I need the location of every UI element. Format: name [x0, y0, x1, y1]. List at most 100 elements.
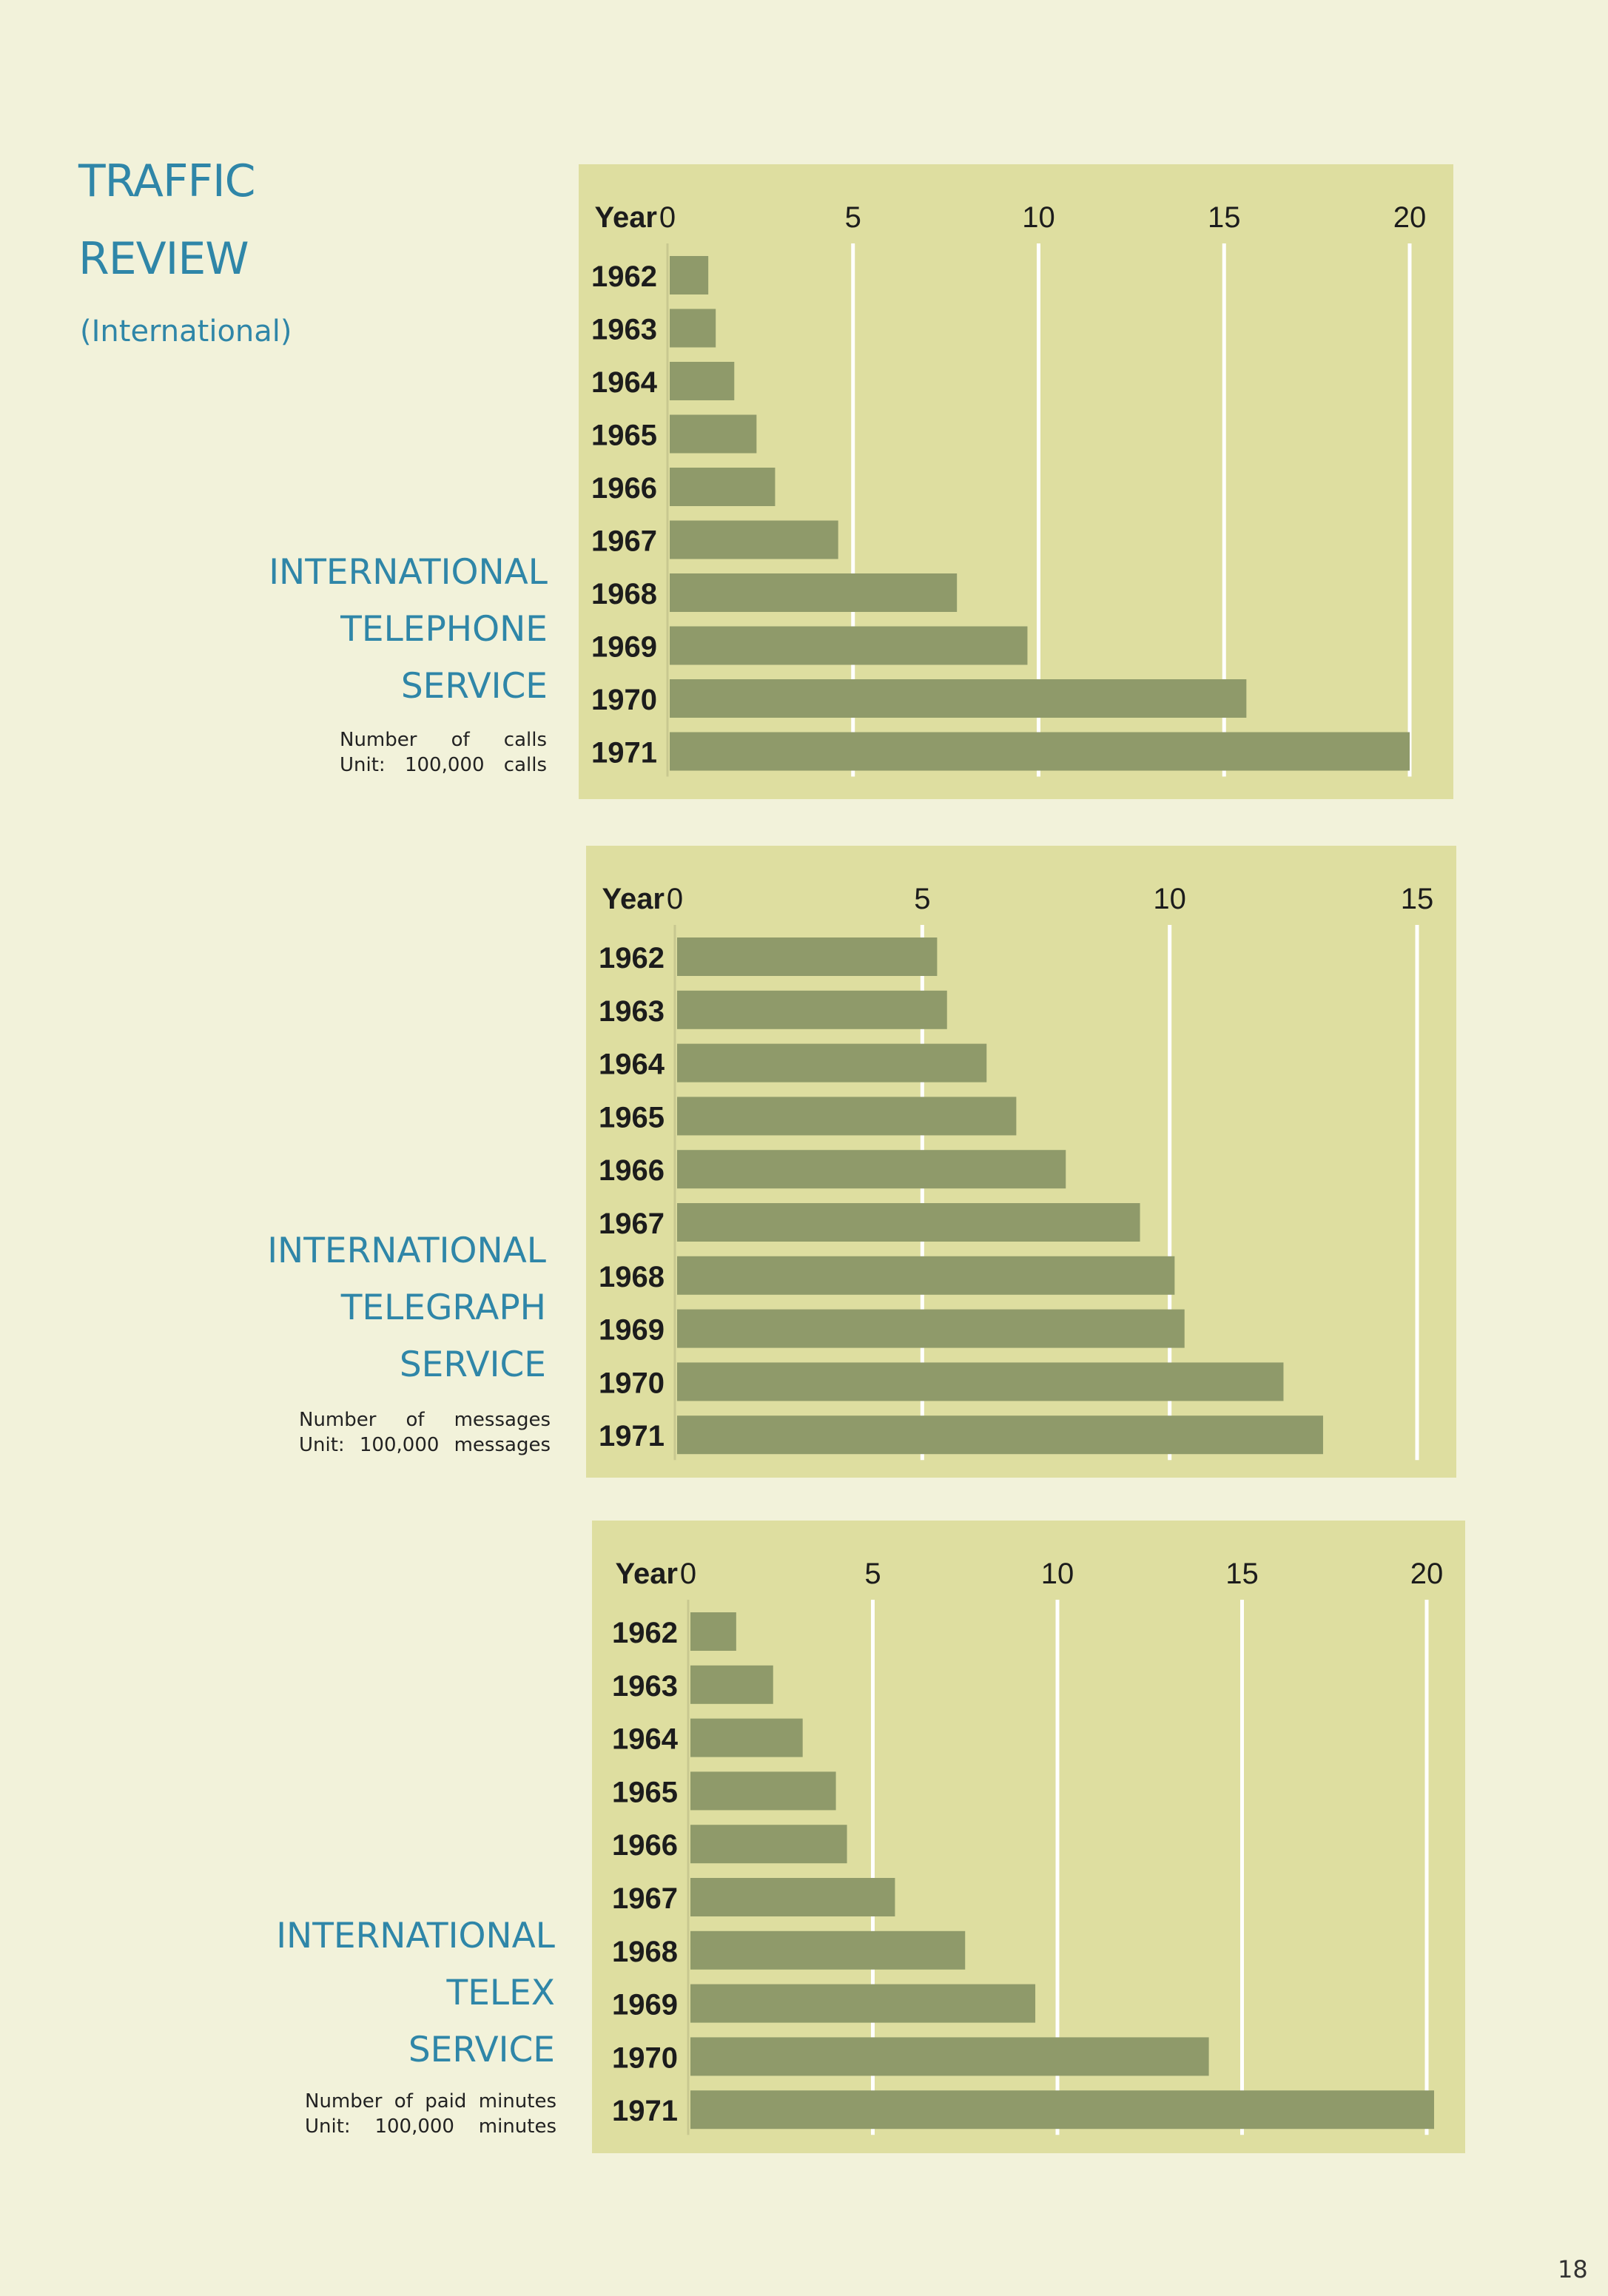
bar-1966 [690, 1825, 847, 1864]
x-tick-label: 0 [659, 201, 676, 234]
bar-1967 [670, 520, 838, 559]
note-unit: Unit: 100,000 calls [340, 754, 547, 776]
category-label: 1965 [591, 420, 657, 452]
x-tick-label: 10 [1041, 1558, 1074, 1590]
x-tick-label: 15 [1401, 883, 1434, 915]
telex-note: Number of paid minutes Unit: 100,000 min… [305, 2089, 556, 2139]
category-label: 1964 [612, 1723, 679, 1756]
category-label: 1970 [591, 684, 657, 716]
note-label: Number of calls [340, 729, 547, 751]
category-label: 1963 [612, 1670, 678, 1703]
x-tick-label: 15 [1208, 201, 1241, 234]
x-tick-label: 5 [864, 1558, 881, 1590]
telegraph-note: Number of messages Unit: 100,000 message… [299, 1407, 551, 1458]
bar-1967 [677, 1203, 1140, 1242]
bar-1962 [690, 1612, 736, 1651]
category-label: 1965 [612, 1776, 678, 1808]
category-label: 1971 [591, 737, 657, 770]
category-label: 1964 [599, 1048, 665, 1081]
page-title-line2: REVIEW [78, 233, 249, 285]
bar-1971 [670, 732, 1410, 771]
category-label: 1966 [612, 1829, 678, 1862]
x-tick-label: 0 [680, 1558, 696, 1590]
category-label: 1963 [591, 314, 657, 346]
category-label: 1968 [599, 1261, 665, 1293]
category-label: 1967 [612, 1882, 678, 1915]
category-label: 1962 [599, 942, 665, 974]
bar-1970 [677, 1362, 1284, 1401]
category-label: 1971 [612, 2095, 678, 2127]
category-label: 1965 [599, 1101, 665, 1134]
bar-1966 [677, 1150, 1066, 1189]
category-label: 1969 [599, 1314, 665, 1347]
y-axis-title: Year [615, 1558, 678, 1590]
category-label: 1962 [612, 1617, 678, 1649]
x-tick-label: 5 [845, 201, 861, 234]
bar-1966 [670, 468, 776, 506]
category-label: 1967 [591, 525, 657, 558]
telephone-note: Number of calls Unit: 100,000 calls [340, 727, 547, 778]
bar-1964 [690, 1718, 803, 1757]
service-line2: TELEGRAPH [340, 1287, 546, 1328]
service-line2: TELEPHONE [340, 609, 548, 650]
category-label: 1969 [612, 1989, 678, 2021]
bar-1969 [670, 626, 1028, 665]
x-tick-label: 20 [1410, 1558, 1444, 1590]
telephone-chart-panel: Year 0 5 10 15 20 1962 1963 1964 1965 1966 1967 1968… [579, 164, 1453, 799]
telex-chart-panel: Year 0 5 10 15 20 1962 1963 1964 1965 1966 1967 1968… [592, 1521, 1465, 2153]
service-line1: INTERNATIONAL [267, 1231, 546, 1271]
category-label: 1970 [612, 2041, 678, 2074]
category-label: 1968 [612, 1936, 678, 1968]
service-line3: SERVICE [399, 1344, 546, 1385]
category-label: 1966 [591, 472, 657, 505]
telex-service-label: INTERNATIONAL TELEX SERVICE [37, 1908, 555, 2078]
page-title-line1: TRAFFIC [78, 155, 256, 207]
note-label: Number of messages [299, 1409, 551, 1431]
bar-1964 [670, 362, 735, 400]
bar-1963 [670, 309, 716, 348]
service-line3: SERVICE [408, 2030, 555, 2070]
bar-1965 [690, 1771, 836, 1811]
service-line2: TELEX [446, 1973, 556, 2013]
service-line1: INTERNATIONAL [276, 1916, 555, 1956]
category-label: 1970 [599, 1367, 665, 1399]
bar-1969 [690, 1984, 1036, 2023]
telegraph-chart-panel: Year 0 5 10 15 1962 1963 1964 1965 1966 1967 1968 19… [586, 846, 1456, 1478]
telegraph-service-label: INTERNATIONAL TELEGRAPH SERVICE [28, 1222, 546, 1393]
x-tick-label: 0 [667, 883, 683, 915]
bar-1964 [677, 1043, 987, 1083]
category-label: 1964 [591, 366, 658, 399]
bar-1971 [677, 1415, 1323, 1455]
y-axis-title: Year [594, 201, 657, 234]
category-label: 1963 [599, 995, 665, 1028]
bar-1970 [670, 679, 1247, 718]
x-tick-label: 10 [1022, 201, 1055, 234]
category-label: 1966 [599, 1154, 665, 1187]
note-unit: Unit: 100,000 messages [299, 1434, 551, 1456]
category-label: 1962 [591, 260, 657, 293]
bar-1965 [670, 414, 757, 454]
bar-1968 [690, 1930, 966, 1970]
bar-1963 [677, 990, 947, 1029]
category-label: 1967 [599, 1208, 665, 1240]
x-tick-label: 15 [1225, 1558, 1259, 1590]
bar-1968 [677, 1256, 1175, 1295]
x-tick-label: 20 [1393, 201, 1427, 234]
bar-1962 [677, 937, 938, 976]
category-label: 1969 [591, 631, 657, 664]
page-number: 18 [1558, 2255, 1588, 2283]
note-unit: Unit: 100,000 minutes [305, 2115, 556, 2138]
note-label: Number of paid minutes [305, 2090, 556, 2112]
bar-1968 [670, 573, 958, 612]
telegraph-chart: Year 0 5 10 15 1962 1963 1964 1965 1966 1967 1968 19… [599, 883, 1434, 1461]
bar-1962 [670, 256, 709, 294]
category-label: 1968 [591, 578, 657, 610]
x-tick-label: 5 [914, 883, 930, 915]
bar-1963 [690, 1665, 773, 1704]
bar-1969 [677, 1309, 1185, 1348]
bar-1971 [690, 2090, 1434, 2130]
page-subtitle: (International) [80, 314, 292, 349]
telex-chart: Year 0 5 10 15 20 1962 1963 1964 1965 1966 1967 1968… [612, 1558, 1444, 2135]
bar-1967 [690, 1878, 895, 1916]
bar-1965 [677, 1097, 1017, 1136]
